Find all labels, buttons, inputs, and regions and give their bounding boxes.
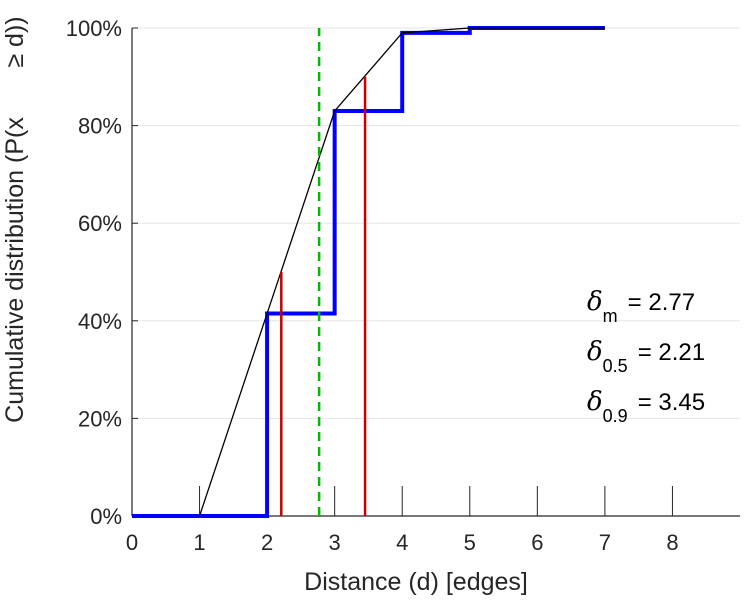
- y-tick-label: 100%: [66, 16, 122, 41]
- y-tick-label: 20%: [78, 406, 122, 431]
- statistics-annotations: δm = 2.77 δ0.5 = 2.21 δ0.9 = 3.45: [587, 287, 705, 426]
- interpolated-cdf-line: [198, 27, 605, 517]
- x-axis-title: Distance (d) [edges]: [304, 568, 528, 596]
- y-tick-label: 60%: [78, 211, 122, 236]
- x-tick-label: 1: [193, 530, 205, 555]
- empirical-cdf-step-line: [132, 26, 605, 518]
- x-tick-label: 2: [261, 530, 273, 555]
- series: [132, 26, 605, 518]
- x-tick-label: 3: [329, 530, 341, 555]
- y-tick-label: 40%: [78, 309, 122, 334]
- x-tick-label: 8: [666, 530, 678, 555]
- stat-annotation: δ0.9 = 3.45: [587, 387, 705, 426]
- x-tick-label: 0: [126, 530, 138, 555]
- axes: [131, 27, 740, 517]
- x-tick-label: 6: [531, 530, 543, 555]
- grid-lines: [132, 27, 740, 419]
- x-tick-label: 5: [464, 530, 476, 555]
- x-tick-label: 4: [396, 530, 408, 555]
- stat-annotation: δ0.5 = 2.21: [587, 337, 705, 376]
- stat-annotation: δm = 2.77: [587, 287, 695, 326]
- y-tick-label: 80%: [78, 114, 122, 139]
- y-tick-label: 0%: [90, 504, 122, 529]
- reference-lines: [280, 28, 367, 516]
- y-axis-title-line1: Cumulative distribution (P(x: [1, 117, 29, 423]
- x-tick-label: 7: [599, 530, 611, 555]
- y-axis-title-line2: ≥ d)): [1, 16, 29, 67]
- tick-labels: 0 1 2 3 4 5 6 7 80%20%40%60%80%100%: [66, 16, 679, 555]
